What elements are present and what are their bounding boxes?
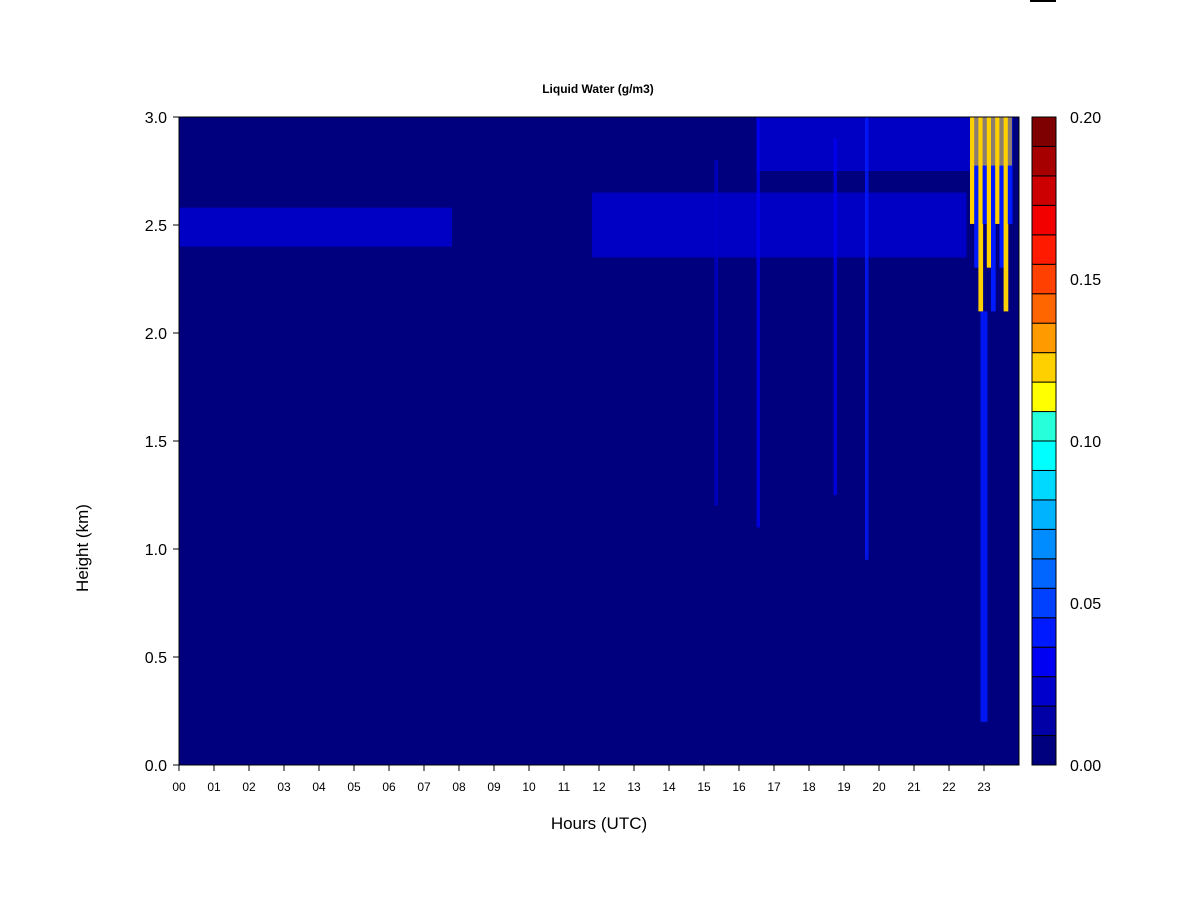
x-tick-label: 21 xyxy=(907,780,921,794)
x-tick-label: 07 xyxy=(417,780,431,794)
heatmap-cell xyxy=(980,311,988,722)
x-tick-label: 19 xyxy=(837,780,851,794)
heatmap-cell xyxy=(833,138,837,495)
x-tick-label: 02 xyxy=(242,780,256,794)
colorbar-segment xyxy=(1031,204,1057,236)
heatmap-cell xyxy=(1003,117,1009,312)
x-tick-label: 06 xyxy=(382,780,396,794)
chart-title: Liquid Water (g/m3) xyxy=(542,82,654,96)
colorbar-segment xyxy=(1031,676,1057,707)
colorbar-segment xyxy=(1031,322,1057,354)
x-tick-label: 15 xyxy=(697,780,711,794)
x-tick-label: 18 xyxy=(802,780,816,794)
colorbar-segment xyxy=(1031,145,1057,177)
colorbar-segment xyxy=(1031,411,1057,442)
heatmap-cell xyxy=(592,192,967,258)
heatmap-cell xyxy=(1007,117,1013,224)
colorbar-segment xyxy=(1031,116,1057,147)
y-tick-label: 0.0 xyxy=(145,758,167,775)
x-tick-label: 11 xyxy=(558,780,571,794)
colorbar: 0.00 0.05 0.10 0.15 0.20 xyxy=(1031,110,1101,775)
colorbar-segment xyxy=(1031,735,1057,766)
x-tick-label: 12 xyxy=(592,780,606,794)
y-tick-label: 0.5 xyxy=(145,650,167,667)
heatmap-cell xyxy=(986,117,992,268)
y-tick-label: 2.0 xyxy=(145,326,167,343)
x-tick-label: 13 xyxy=(627,780,641,794)
colorbar-segment xyxy=(1031,263,1057,295)
colorbar-segment xyxy=(1031,587,1057,619)
colorbar-segment xyxy=(1031,381,1057,413)
heatmap-cell xyxy=(865,117,869,560)
colorbar-segment xyxy=(1031,440,1057,471)
plot-area xyxy=(178,116,1020,766)
heatmap-cell xyxy=(756,117,1012,171)
x-tick-label: 04 xyxy=(312,780,326,794)
x-axis-label: Hours (UTC) xyxy=(551,814,647,833)
x-tick-label: 00 xyxy=(172,780,186,794)
x-tick-label: 09 xyxy=(487,780,501,794)
colorbar-segment xyxy=(1031,705,1057,737)
heatmap-cell xyxy=(756,117,760,528)
y-tick-label: 2.5 xyxy=(145,218,167,235)
y-tick-label: 3.0 xyxy=(145,110,167,127)
heatmap-cell xyxy=(714,160,718,506)
colorbar-tick-label: 0.10 xyxy=(1070,434,1101,451)
colorbar-segment xyxy=(1031,617,1057,648)
x-tick-label: 14 xyxy=(662,780,676,794)
heatmap-cell xyxy=(179,207,452,247)
y-tick-label: 1.0 xyxy=(145,542,167,559)
x-tick-label: 20 xyxy=(872,780,886,794)
colorbar-segment xyxy=(1031,469,1057,501)
colorbar-segment xyxy=(1031,352,1057,383)
colorbar-tick-label: 0.20 xyxy=(1070,110,1101,127)
x-tick-label: 10 xyxy=(522,780,536,794)
heatmap-cell xyxy=(999,117,1005,268)
x-tick-label: 16 xyxy=(732,780,746,794)
heatmap-cell xyxy=(991,117,996,312)
x-tick-label: 22 xyxy=(942,780,956,794)
colorbar-segment xyxy=(1031,558,1057,589)
colorbar-tick-label: 0.15 xyxy=(1070,272,1101,289)
colorbar-segment xyxy=(1031,499,1057,530)
x-tick-label: 08 xyxy=(452,780,466,794)
colorbar-segment xyxy=(1031,646,1057,678)
x-tick-label: 03 xyxy=(277,780,291,794)
heatmap-cell xyxy=(970,117,1012,166)
y-axis-label: Height (km) xyxy=(73,504,92,592)
x-tick-label: 23 xyxy=(977,780,991,794)
heatmap-cell xyxy=(982,117,988,224)
x-tick-label: 17 xyxy=(767,780,781,794)
corner-mark xyxy=(1030,0,1056,2)
y-axis: 0.0 0.5 1.0 1.5 2.0 2.5 3.0 xyxy=(145,110,180,775)
colorbar-tick-label: 0.05 xyxy=(1070,596,1101,613)
heatmap-cell xyxy=(995,117,1000,224)
colorbar-segment xyxy=(1031,293,1057,324)
x-tick-label: 01 xyxy=(207,780,221,794)
heatmap-cell xyxy=(978,117,984,312)
heatmap-cell xyxy=(974,117,979,268)
heatmap-cell xyxy=(970,117,975,224)
colorbar-segment xyxy=(1031,175,1057,206)
colorbar-segment xyxy=(1031,234,1057,265)
x-axis: 00 01 02 03 04 05 06 07 08 09 10 11 12 13 14 15 16 17 18 19… xyxy=(172,764,1019,794)
colorbar-segment xyxy=(1031,528,1057,560)
colorbar-tick-label: 0.00 xyxy=(1070,758,1101,775)
y-tick-label: 1.5 xyxy=(145,434,167,451)
x-tick-label: 05 xyxy=(347,780,361,794)
